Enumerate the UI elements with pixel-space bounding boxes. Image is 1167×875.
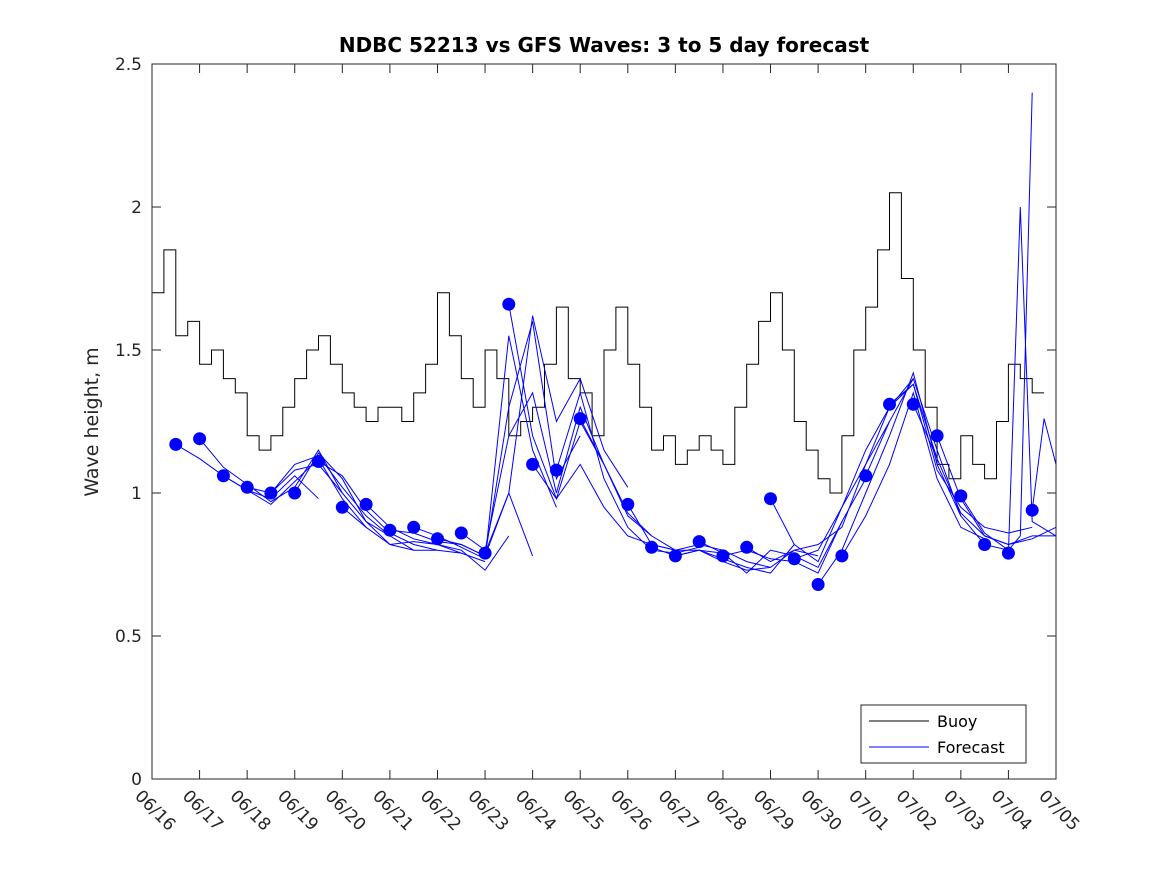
forecast-point [645, 540, 659, 554]
forecast-run-line [341, 506, 486, 563]
forecast-point [1025, 503, 1039, 517]
forecast-point [335, 500, 349, 514]
y-tick-label: 0.5 [115, 627, 142, 647]
x-tick-label: 06/25 [559, 786, 608, 835]
forecast-point [740, 540, 754, 554]
forecast-point [1001, 546, 1015, 560]
y-tick-label: 1.5 [115, 341, 142, 361]
legend-box [860, 704, 1027, 764]
y-tick-label: 2.5 [115, 55, 142, 75]
x-tick-label: 06/19 [273, 786, 322, 835]
y-tick-label: 2 [131, 198, 142, 218]
forecast-point [621, 497, 635, 511]
forecast-run-line [960, 92, 1033, 551]
legend-label-forecast: Forecast [937, 738, 1005, 757]
forecast-run-line [294, 452, 438, 551]
legend: Buoy Forecast [860, 704, 1027, 764]
y-tick-label: 0 [131, 770, 142, 790]
plot-area-frame [151, 63, 1057, 780]
x-tick-label: 06/26 [606, 786, 655, 835]
forecast-point [835, 549, 849, 563]
forecast-point [549, 463, 563, 477]
forecast-run-line [698, 521, 843, 574]
forecast-point [787, 552, 801, 566]
forecast-point [312, 455, 325, 468]
forecast-point [240, 480, 254, 494]
x-tick-label: 06/21 [368, 786, 417, 835]
y-tick-label: 1 [131, 484, 142, 504]
forecast-run-line [484, 315, 629, 554]
forecast-point [906, 397, 920, 411]
forecast-point [978, 538, 992, 551]
y-axis-label: Wave height, m [81, 347, 103, 496]
forecast-point [478, 546, 492, 560]
x-tick-label: 06/29 [749, 786, 798, 835]
forecast-run-line [936, 435, 1056, 546]
forecast-run-line [1007, 206, 1057, 554]
forecast-point [216, 469, 230, 483]
forecast-run-line [841, 391, 985, 557]
forecast-point [954, 489, 968, 503]
plot-series-group [152, 92, 1057, 591]
forecast-point [383, 523, 397, 537]
forecast-point [431, 532, 444, 546]
x-tick-label: 07/02 [892, 786, 941, 835]
forecast-point [764, 492, 777, 506]
x-tick-label: 06/30 [797, 786, 846, 835]
x-tick-label: 06/18 [226, 786, 275, 835]
x-tick-label: 06/22 [416, 786, 465, 835]
forecast-point [716, 549, 730, 563]
x-tick-label: 06/23 [464, 786, 513, 835]
forecast-point [811, 578, 825, 591]
x-tick-label: 07/04 [987, 786, 1036, 835]
forecast-run-line [889, 383, 1033, 534]
forecast-point [454, 526, 468, 540]
buoy-series-line [152, 192, 1045, 494]
forecast-point [526, 457, 540, 471]
forecast-point [859, 469, 873, 483]
forecast-point [692, 535, 706, 549]
x-tick-label: 06/24 [511, 786, 560, 835]
forecast-point [193, 432, 207, 446]
x-tick-label: 07/03 [939, 786, 988, 835]
forecast-point [288, 486, 302, 500]
x-tick-label: 06/20 [321, 786, 370, 835]
forecast-point [502, 297, 516, 311]
x-tick-label: 06/17 [178, 786, 227, 835]
x-tick-label: 06/16 [130, 786, 179, 835]
forecast-point [573, 412, 587, 426]
x-tick-label: 07/01 [844, 786, 893, 835]
forecast-point [264, 486, 278, 500]
x-tick-label: 06/28 [701, 786, 750, 835]
chart-title: NDBC 52213 vs GFS Waves: 3 to 5 day fore… [339, 33, 870, 57]
forecast-run-line [199, 438, 343, 503]
forecast-point [359, 497, 373, 511]
forecast-run-line [437, 321, 581, 557]
x-tick-label: 06/27 [654, 786, 703, 835]
forecast-point [407, 520, 421, 534]
forecast-point [668, 549, 682, 563]
forecast-point [930, 429, 944, 443]
forecast-run-line [1031, 418, 1057, 511]
forecast-point [883, 397, 896, 411]
forecast-point [169, 437, 183, 451]
legend-label-buoy: Buoy [937, 712, 977, 731]
x-tick-label: 07/05 [1034, 786, 1083, 835]
forecast-run-line [746, 421, 890, 563]
